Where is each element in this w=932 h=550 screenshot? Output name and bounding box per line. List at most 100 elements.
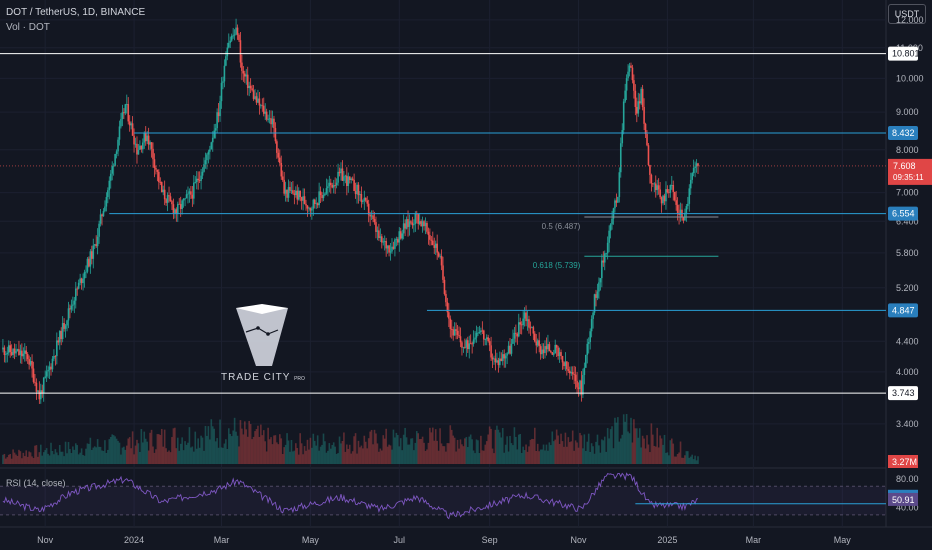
candle-body	[139, 145, 141, 150]
candle-body	[407, 219, 409, 227]
candle-body	[201, 171, 204, 176]
volume-bar	[673, 456, 676, 464]
volume-bar	[264, 441, 267, 464]
candle-body	[529, 327, 532, 329]
volume-bar	[76, 445, 79, 464]
volume-bar	[96, 439, 99, 464]
volume-bar	[373, 429, 376, 464]
candle-body	[34, 381, 36, 383]
volume-bar	[484, 444, 487, 464]
rsi-line	[2, 472, 699, 520]
volume-bar	[80, 448, 83, 464]
candle-body	[386, 245, 389, 249]
volume-bar	[241, 428, 243, 464]
volume-bar	[93, 446, 96, 464]
volume-bar	[480, 435, 482, 464]
volume-bar	[29, 452, 32, 464]
volume-bar	[631, 442, 634, 464]
candle-body	[137, 149, 140, 155]
volume-bar	[619, 438, 622, 464]
candle-body	[277, 152, 280, 158]
candle-body	[209, 149, 211, 152]
volume-bar	[150, 429, 153, 464]
volume-bar	[522, 446, 524, 464]
candle-body	[32, 368, 35, 382]
candle-body	[232, 35, 234, 37]
candle-body	[692, 168, 695, 174]
candle-body	[225, 56, 227, 66]
candle-body	[127, 104, 130, 122]
level-label: 8.432	[892, 128, 915, 138]
candle-body	[331, 184, 334, 188]
volume-bar	[398, 446, 401, 464]
candle-body	[260, 105, 262, 107]
volume-bar	[351, 451, 354, 464]
candle-body	[501, 354, 504, 361]
volume-bar	[131, 431, 134, 464]
symbol-title[interactable]: DOT / TetherUS, 1D, BINANCE	[6, 7, 146, 18]
candle-body	[369, 214, 371, 217]
candle-body	[373, 219, 376, 223]
candle-body	[213, 130, 216, 138]
volume-bar	[276, 442, 278, 464]
volume-bar	[306, 439, 309, 464]
trade-city-logo	[236, 304, 288, 366]
volume-bar	[678, 452, 680, 464]
candle-body	[193, 182, 195, 199]
candle-body	[318, 191, 320, 206]
volume-bar	[57, 455, 60, 464]
candle-body	[134, 143, 137, 145]
volume-bar	[534, 427, 536, 464]
volume-bar	[369, 431, 371, 464]
candle-body	[315, 203, 318, 205]
candle-body	[296, 190, 299, 200]
currency-button[interactable]: USDT	[888, 4, 926, 24]
candle-body	[517, 322, 520, 337]
volume-bar	[265, 451, 268, 464]
volume-bar	[67, 442, 70, 464]
volume-bar	[147, 450, 150, 464]
volume-bar	[545, 444, 548, 464]
volume-bar	[112, 435, 115, 464]
volume-bar	[625, 414, 628, 464]
candle-body	[101, 214, 103, 217]
candle-body	[506, 353, 508, 356]
candle-body	[557, 347, 559, 357]
candle-body	[675, 200, 677, 205]
volume-bar	[13, 452, 16, 464]
volume-bar	[102, 450, 105, 464]
volume-bar	[346, 444, 348, 464]
candle-body	[280, 162, 283, 177]
volume-bar	[331, 444, 334, 464]
candle-body	[414, 213, 417, 224]
candle-body	[249, 85, 252, 89]
current-price-badge	[888, 158, 932, 185]
candle-body	[16, 349, 19, 352]
volume-bar	[311, 447, 313, 464]
volume-bar	[481, 450, 484, 464]
volume-bar	[118, 442, 121, 464]
volume-bar	[386, 446, 389, 464]
volume-bar	[449, 425, 452, 464]
volume-bar	[380, 450, 383, 464]
volume-bar	[280, 438, 283, 464]
volume-bar	[490, 428, 492, 464]
volume-bar	[593, 453, 596, 464]
candle-body	[640, 88, 642, 104]
candle-body	[676, 204, 679, 214]
candle-body	[636, 106, 638, 114]
candle-body	[297, 190, 300, 200]
volume-bar	[296, 447, 299, 464]
candle-body	[6, 352, 9, 355]
volume-bar	[586, 441, 589, 464]
volume-bar	[458, 448, 460, 464]
volume-bar	[31, 456, 33, 464]
candle-body	[96, 236, 99, 247]
candle-body	[187, 193, 189, 195]
candle-body	[624, 90, 626, 102]
volume-bar	[356, 453, 358, 464]
candle-body	[267, 119, 269, 121]
volume-bar	[9, 453, 12, 464]
fib-label: 0.618 (5.739)	[533, 261, 581, 270]
